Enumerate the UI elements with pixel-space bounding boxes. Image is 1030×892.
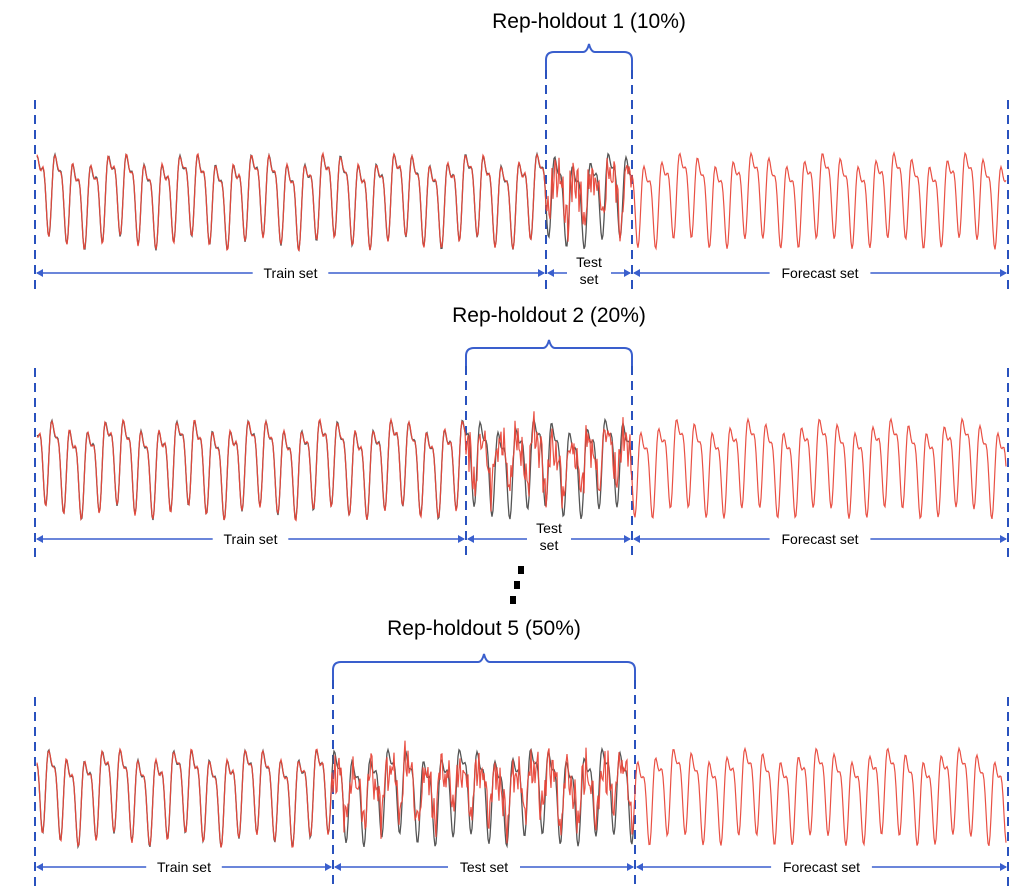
train-set-label: Train set (157, 859, 211, 875)
test-window-brace (332, 653, 636, 680)
test-set-label: Test (576, 254, 602, 270)
ellipsis-dot (518, 566, 524, 574)
forecast-set-arrow: Forecast set (633, 265, 1007, 281)
test-window-brace (465, 339, 633, 366)
train-set-label: Train set (264, 265, 318, 281)
predicted-series-line (36, 151, 1007, 252)
panel-title: Rep-holdout 1 (10%) (492, 10, 686, 33)
train-set-arrowhead-right (325, 863, 332, 871)
ellipsis-dot (510, 596, 516, 604)
test-set-label: set (540, 537, 559, 553)
ellipsis-dots (510, 566, 524, 604)
train-set-arrowhead-left (36, 535, 43, 543)
train-set-arrowhead-right (538, 269, 545, 277)
forecast-set-arrowhead-right (1000, 535, 1007, 543)
predicted-series-line (36, 740, 1007, 848)
forecast-set-arrowhead-right (1000, 863, 1007, 871)
panel-3: Rep-holdout 5 (50%) Train set Test set Fore… (34, 617, 1009, 886)
predicted-series-line (36, 411, 1007, 522)
train-set-arrowhead-left (36, 863, 43, 871)
test-set-arrowhead-right (624, 535, 631, 543)
train-set-arrow: Train set (36, 859, 332, 875)
forecast-set-arrow: Forecast set (633, 531, 1007, 547)
test-set-arrowhead-left (334, 863, 341, 871)
forecast-set-arrowhead-left (636, 863, 643, 871)
panel-title: Rep-holdout 5 (50%) (387, 617, 581, 640)
train-set-arrowhead-right (458, 535, 465, 543)
test-set-arrowhead-right (624, 269, 631, 277)
test-window-brace (545, 43, 633, 70)
forecast-set-label: Forecast set (783, 859, 860, 875)
test-set-label: Test set (460, 859, 508, 875)
forecast-set-label: Forecast set (781, 531, 858, 547)
forecast-set-label: Forecast set (781, 265, 858, 281)
ellipsis-dot (514, 581, 520, 589)
test-set-arrowhead-left (547, 269, 554, 277)
panel-title: Rep-holdout 2 (20%) (452, 304, 646, 327)
test-set-arrow: Test set (334, 859, 634, 875)
train-set-label: Train set (224, 531, 278, 547)
forecast-set-arrow: Forecast set (636, 859, 1007, 875)
train-set-arrow: Train set (36, 265, 545, 281)
train-set-arrow: Train set (36, 531, 465, 547)
test-set-arrowhead-left (467, 535, 474, 543)
forecast-set-arrowhead-left (633, 269, 640, 277)
test-set-label: Test (536, 520, 562, 536)
forecast-set-arrowhead-right (1000, 269, 1007, 277)
train-set-arrowhead-left (36, 269, 43, 277)
test-set-label: set (580, 271, 599, 287)
test-set-arrowhead-right (627, 863, 634, 871)
forecast-set-arrowhead-left (633, 535, 640, 543)
